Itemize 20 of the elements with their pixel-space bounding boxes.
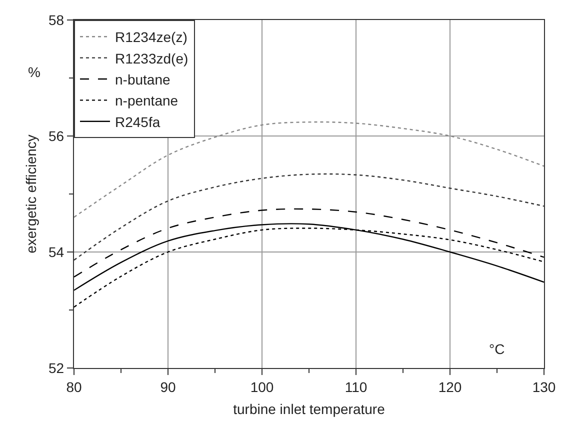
text: % — [28, 64, 40, 80]
line-series — [74, 208, 544, 278]
legend-label: n-butane — [115, 71, 170, 88]
legend-label: R1233zd(e) — [115, 50, 188, 66]
x-tick-label: 130 — [532, 378, 556, 395]
x-tick-label: 110 — [344, 378, 368, 395]
x-axis-title: turbine inlet temperature — [233, 401, 386, 418]
y-axis-title: exergetic efficiency — [23, 134, 40, 254]
y-tick-label: 56 — [48, 128, 64, 144]
legend-label: R1234ze(z) — [115, 29, 188, 46]
x-tick-label: 90 — [160, 378, 176, 395]
legend-label: R245fa — [115, 114, 160, 130]
y-tick-label: 54 — [48, 244, 64, 260]
x-tick-label: 120 — [438, 378, 462, 395]
annotation: °C — [489, 341, 505, 357]
y-tick-label: 58 — [48, 12, 64, 28]
y-tick-label: 52 — [48, 360, 64, 376]
legend-label: n-pentane — [115, 92, 178, 109]
x-tick-label: 80 — [66, 378, 82, 395]
x-tick-label: 100 — [250, 378, 274, 395]
